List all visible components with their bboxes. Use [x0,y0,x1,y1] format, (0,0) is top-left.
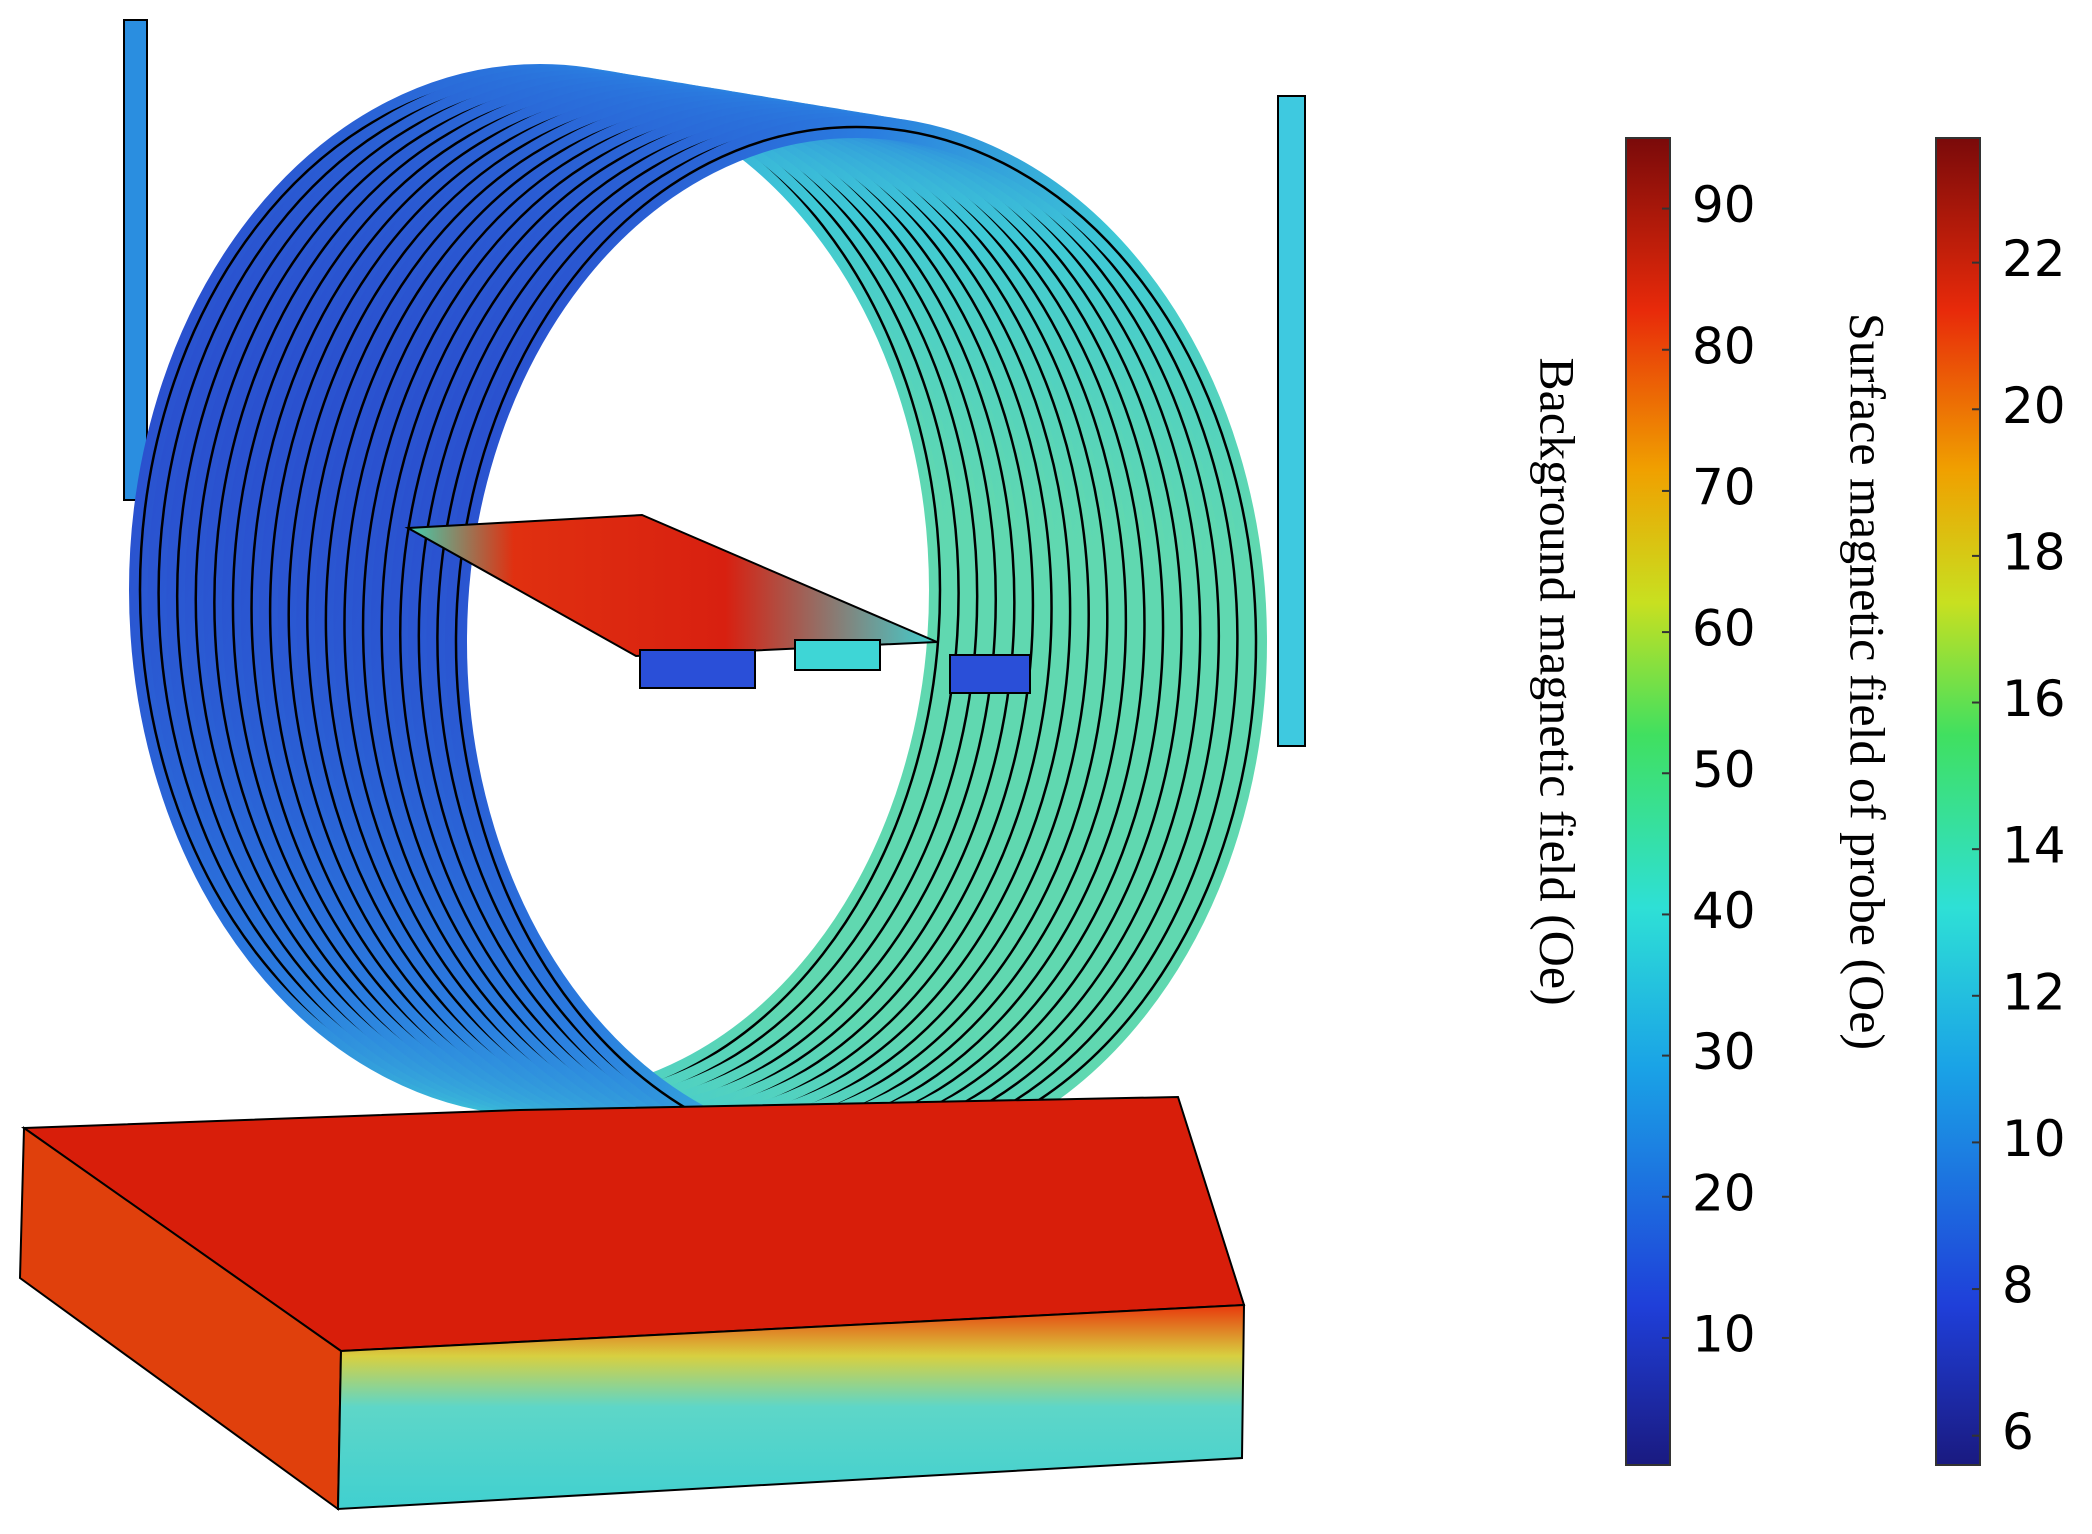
tick-label: 22 [2002,230,2066,288]
probe-pad [949,654,1031,694]
tick-label: 6 [2002,1403,2034,1461]
colorbars: 10 20 30 40 50 60 70 80 90 Background magnetic fi… [1530,137,2066,1466]
tick-label: 40 [1692,882,1756,940]
tick-label: 80 [1692,317,1756,375]
simulation-model [18,19,1306,1511]
probe-pad [794,639,881,671]
colorbar [1935,137,1981,1466]
tick-label: 90 [1692,176,1756,234]
tick-label: 12 [2002,963,2066,1021]
tick-label: 20 [2002,377,2066,435]
colorbar-label: Surface magnetic field of probe (Oe) [1840,313,1896,1050]
tick-label: 10 [2002,1110,2066,1168]
tick-label: 14 [2002,817,2066,875]
coil-lead [1277,95,1306,747]
tick-label: 10 [1692,1305,1756,1363]
coil-lead [123,19,148,501]
tick-label: 18 [2002,523,2066,581]
tick-label: 60 [1692,600,1756,658]
base-front [336,1303,1246,1511]
colorbar-label: Background magnetic field (Oe) [1530,357,1586,1005]
tick-label: 16 [2002,670,2066,728]
probe-pad [639,649,756,689]
tick-label: 8 [2002,1257,2034,1315]
tick-label: 20 [1692,1164,1756,1222]
tick-label: 70 [1692,458,1756,516]
colorbar [1625,137,1671,1466]
probe [404,513,938,658]
tick-label: 50 [1692,741,1756,799]
tick-label: 30 [1692,1023,1756,1081]
